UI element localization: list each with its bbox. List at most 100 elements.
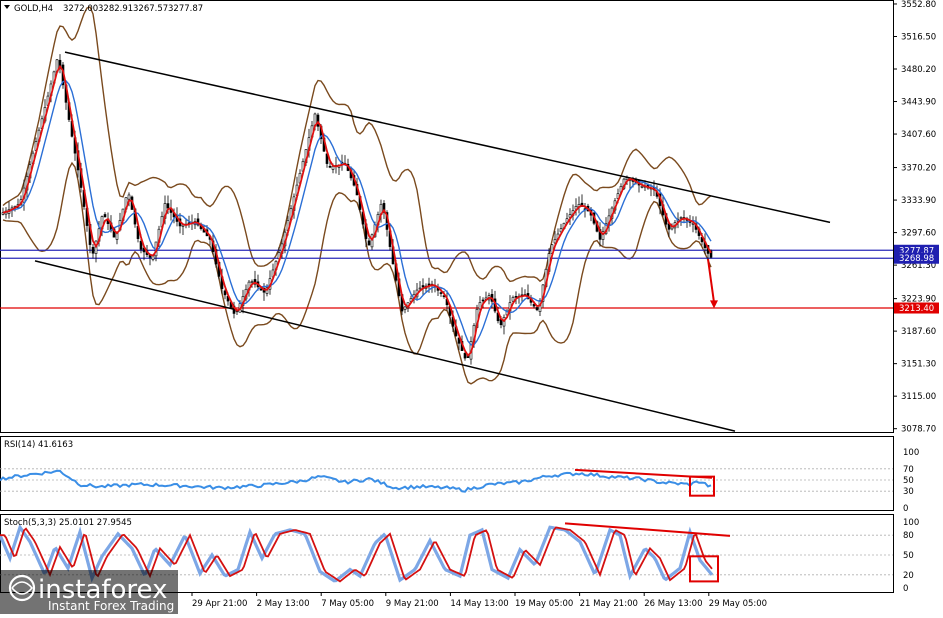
bollinger-lower-line [2, 161, 712, 385]
price-tick-label-2: 3480.20 [901, 65, 936, 75]
price-tick-label-10: 3187.60 [901, 327, 936, 337]
ohlc-close: 3277.87 [168, 4, 203, 14]
time-tick-label-1: 2 May 13:00 [257, 599, 310, 609]
time-tick-label-7: 26 May 13:00 [644, 599, 702, 609]
time-tick-label-2: 7 May 05:00 [321, 599, 374, 609]
dropdown-triangle-icon[interactable] [4, 5, 10, 9]
forecast-arrow-shaft [707, 258, 715, 303]
channel-upper-line [64, 51, 831, 224]
candle-body-122 [367, 240, 371, 246]
price-tag-label-2: 3213.40 [899, 304, 934, 314]
price-axis: 3552.80 3516.50 3480.20 3443.90 3407.60 3370.… [893, 0, 939, 435]
price-tick-label-13: 3078.70 [901, 425, 936, 435]
price-tick-label-8: 3261.30 [901, 261, 936, 271]
time-tick-label-8: 29 May 05:00 [709, 599, 767, 609]
candle-body-159 [478, 302, 482, 310]
price-tag-0 [894, 244, 939, 256]
price-tag-2 [894, 302, 939, 314]
time-tick-label-3: 9 May 21:00 [386, 599, 439, 609]
price-tick-label-0: 3552.80 [901, 0, 936, 10]
candle-body-46 [139, 240, 143, 250]
candle-body-226 [679, 217, 683, 219]
candle-body-160 [481, 299, 485, 302]
price-tick-label-5: 3370.20 [901, 164, 936, 174]
price-tick-label-9: 3223.90 [901, 295, 936, 305]
rsi-highlight-box [689, 475, 715, 497]
candle-body-74 [223, 290, 227, 296]
symbol-label: GOLD,H4 [14, 4, 53, 14]
stoch-level-label-3: 20 [903, 571, 914, 581]
candle-body-189 [568, 214, 572, 218]
candle-body-213 [640, 185, 644, 188]
price-tick-label-12: 3115.00 [901, 392, 936, 402]
price-tick-label-7: 3297.60 [901, 229, 936, 239]
time-tick-label-0: 29 Apr 21:00 [192, 599, 247, 609]
candle-body-152 [457, 337, 461, 344]
rsi-line [0, 469, 712, 493]
logo-swirl-inner-icon [11, 581, 34, 595]
rsi-level-label-2: 50 [903, 476, 914, 486]
price-tag-1 [894, 252, 939, 264]
logo-backdrop [0, 570, 178, 614]
price-tick-label-6: 3333.90 [901, 196, 936, 206]
ma-fast-line [2, 64, 712, 357]
stoch-level-label-0: 100 [903, 518, 919, 528]
logo-tagline: Instant Forex Trading [48, 599, 174, 613]
candle-body-146 [439, 292, 443, 294]
candle-body-55 [166, 203, 170, 209]
candle-body-109 [328, 165, 332, 168]
ohlc-open: 3272.00 [63, 4, 98, 14]
stoch-divergence-line [564, 522, 731, 537]
stoch-signal-line [0, 526, 713, 583]
ohlc-low: 3267.57 [133, 4, 168, 14]
logo-text: instaforex [38, 575, 167, 605]
bollinger-upper-line [2, 6, 712, 283]
rsi-level-label-3: 30 [903, 487, 914, 497]
instaforex-logo: instaforex Instant Forex Trading [0, 570, 178, 614]
chart-header: GOLD,H4 3272.00 3282.91 3267.57 3277.87 [4, 4, 203, 14]
price-tick-label-1: 3516.50 [901, 32, 936, 42]
candle-body-154 [463, 352, 467, 359]
stoch-level-label-4: 0 [903, 584, 908, 594]
time-tick-label-6: 21 May 21:00 [580, 599, 638, 609]
stoch-highlight-box [689, 555, 719, 583]
price-tag-label-1: 3268.98 [899, 254, 934, 264]
candle-body-208 [625, 177, 629, 180]
price-tag-label-0: 3277.87 [899, 246, 934, 256]
candle-body-142 [427, 283, 431, 286]
channel-lower-line [34, 260, 736, 432]
stoch-level-label-1: 80 [903, 531, 914, 541]
rsi-panel-frame [0, 436, 894, 511]
stoch-main-line [0, 523, 714, 583]
candle-body-191 [574, 206, 578, 210]
candle-body-200 [601, 231, 605, 240]
candle-body-186 [559, 228, 563, 233]
rsi-title: RSI(14) 41.6163 [4, 440, 73, 450]
logo-swirl-icon [8, 574, 36, 602]
rsi-level-label-4: 0 [903, 504, 908, 514]
ohlc-high: 3282.91 [98, 4, 133, 14]
rsi-level-label-0: 100 [903, 448, 919, 458]
candle-body-140 [421, 285, 425, 288]
candle-body-86 [259, 288, 263, 291]
time-tick-label-5: 19 May 05:00 [515, 599, 573, 609]
price-tick-label-4: 3407.60 [901, 130, 936, 140]
candle-body-177 [532, 303, 536, 307]
candle-body-83 [250, 281, 254, 283]
candle-body-134 [403, 306, 407, 310]
rsi-level-label-1: 70 [903, 465, 914, 475]
stoch-title: Stoch(5,3,3) 25.0101 27.9545 [4, 518, 132, 528]
candle-body-30 [91, 246, 95, 254]
forecast-arrow-head-icon [710, 300, 718, 309]
price-tick-label-3: 3443.90 [901, 98, 936, 108]
candle-body-139 [418, 287, 422, 290]
price-tick-label-11: 3151.30 [901, 360, 936, 370]
candle-body-184 [553, 239, 557, 244]
stoch-level-label-2: 50 [903, 551, 914, 561]
candle-body-178 [535, 307, 539, 311]
price-panel [0, 6, 893, 432]
candle-body-127 [382, 203, 386, 213]
